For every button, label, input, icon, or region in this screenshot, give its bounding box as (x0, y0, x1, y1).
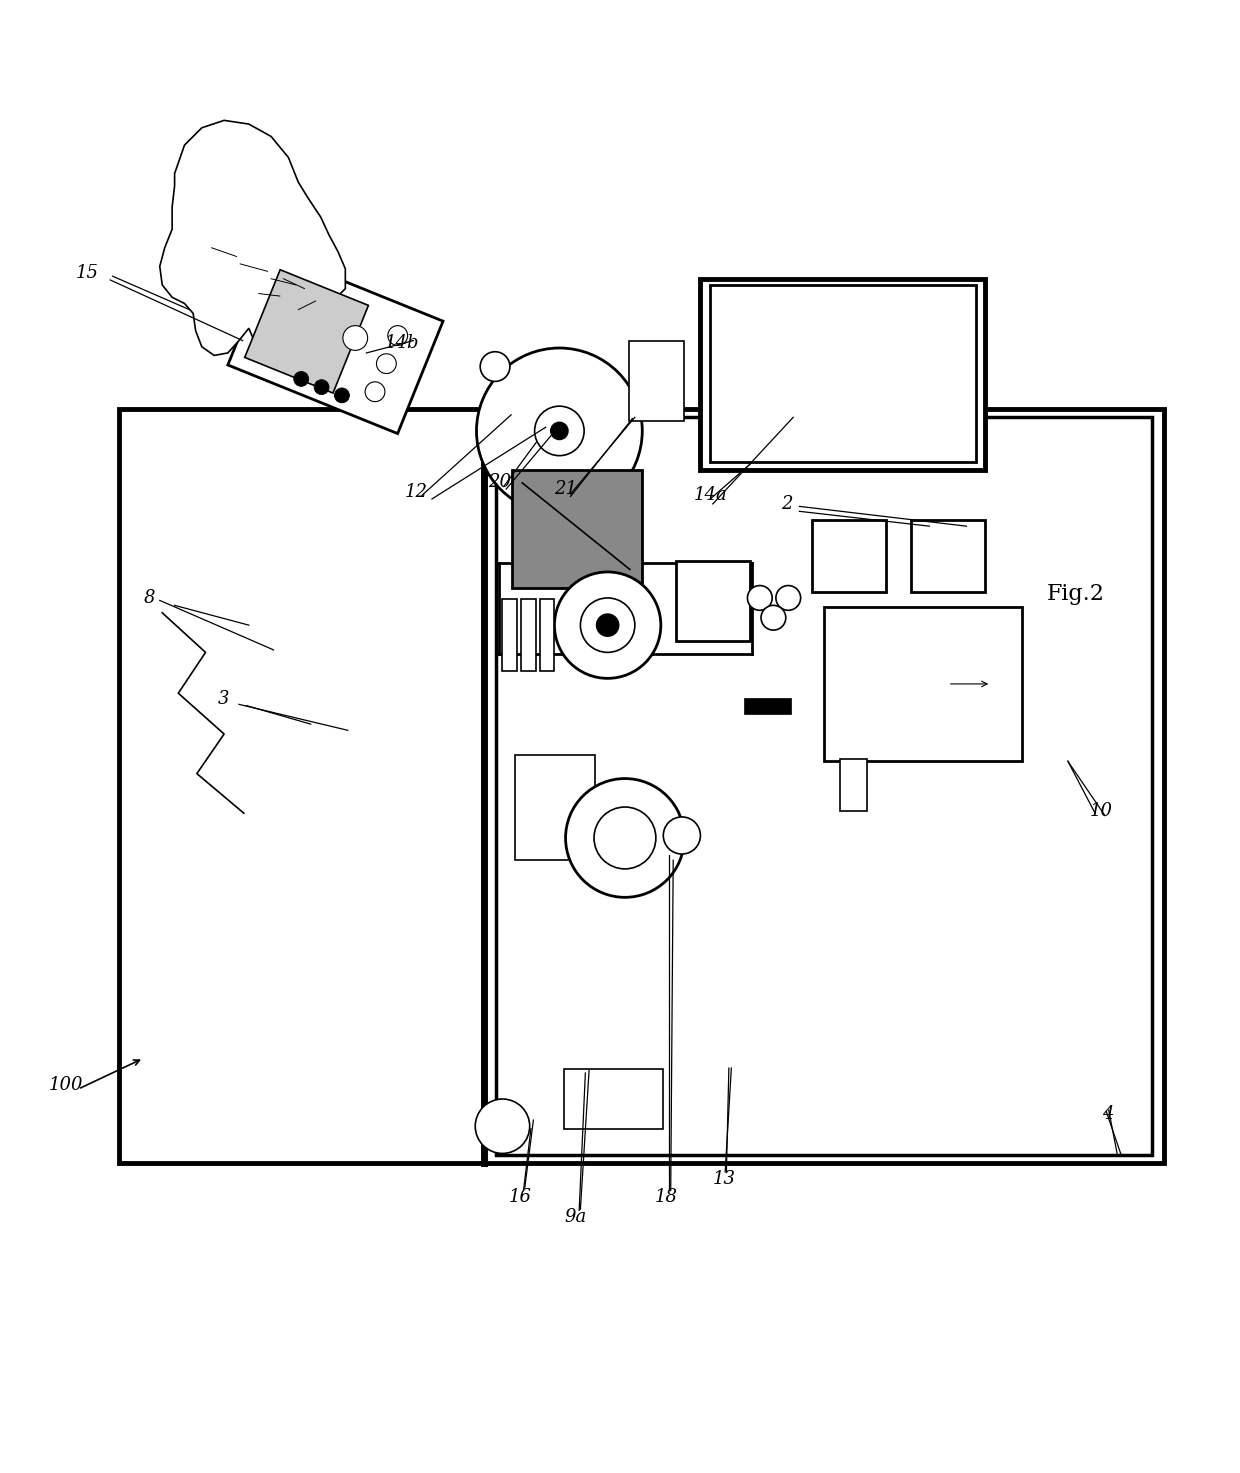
Text: 21: 21 (554, 480, 578, 498)
Circle shape (748, 586, 773, 610)
Circle shape (594, 807, 656, 869)
Circle shape (480, 352, 510, 382)
Circle shape (365, 382, 384, 402)
Circle shape (335, 387, 350, 402)
Text: 3: 3 (218, 691, 229, 709)
Text: 13: 13 (713, 1171, 735, 1189)
Circle shape (476, 348, 642, 514)
Text: 18: 18 (655, 1187, 677, 1206)
Bar (119, 408, 1164, 1164)
Text: 20: 20 (487, 473, 511, 491)
Text: 16: 16 (508, 1187, 532, 1206)
Circle shape (663, 818, 701, 854)
Text: 4: 4 (1102, 1105, 1114, 1122)
Bar (515, 756, 595, 860)
Circle shape (475, 1099, 529, 1153)
Circle shape (565, 779, 684, 897)
Bar (496, 417, 1152, 1155)
Circle shape (580, 598, 635, 653)
Bar (812, 520, 887, 592)
Bar (701, 278, 985, 470)
Circle shape (554, 572, 661, 679)
Bar (629, 340, 684, 421)
Text: Fig.2: Fig.2 (1047, 583, 1105, 605)
Circle shape (314, 380, 329, 395)
Circle shape (534, 407, 584, 455)
Polygon shape (228, 252, 443, 433)
Circle shape (596, 614, 619, 636)
Bar (744, 698, 791, 714)
Bar (841, 759, 868, 810)
Circle shape (761, 605, 786, 630)
Bar (676, 561, 750, 641)
Circle shape (343, 326, 367, 351)
Text: 15: 15 (76, 264, 99, 281)
Text: 100: 100 (48, 1077, 83, 1094)
Bar (910, 520, 985, 592)
Text: 10: 10 (1090, 801, 1114, 820)
Bar (825, 607, 1022, 762)
Bar (512, 470, 642, 588)
Bar (564, 1069, 663, 1128)
Text: 12: 12 (404, 483, 428, 501)
Polygon shape (160, 121, 345, 355)
Polygon shape (244, 270, 368, 393)
Circle shape (776, 586, 801, 610)
Text: 8: 8 (144, 589, 155, 607)
Bar (539, 600, 554, 670)
Text: 9a: 9a (564, 1208, 587, 1226)
Bar (711, 284, 976, 463)
Text: 2: 2 (781, 495, 792, 513)
Circle shape (294, 371, 309, 386)
Circle shape (377, 354, 397, 374)
Text: 14b: 14b (384, 334, 419, 352)
Circle shape (388, 326, 408, 346)
Circle shape (551, 423, 568, 439)
Text: 14a: 14a (694, 486, 728, 504)
Bar (502, 600, 517, 670)
Bar (521, 600, 536, 670)
